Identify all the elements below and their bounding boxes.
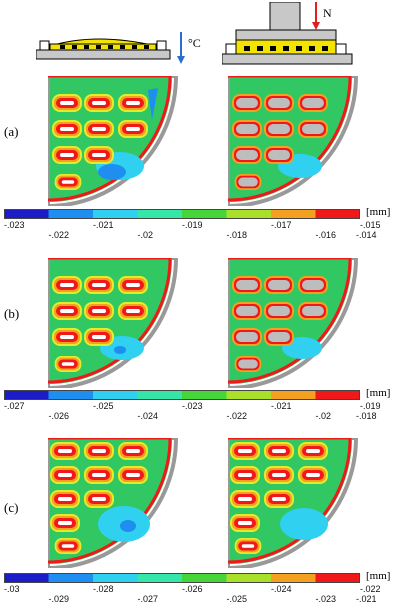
colorbar-a-ticks: -.023 -.021 -.019 -.017 -.015 -.022 -.02 -.018 -… — [0, 220, 412, 246]
colorbar-tick-label: -.027 — [137, 594, 159, 604]
colorbar-segment — [4, 209, 49, 219]
colorbar-b-ticks: -.027 -.025 -.023 -.021 -.019 -.026 -.024 -.022… — [0, 401, 412, 427]
colorbar-segment — [93, 390, 138, 400]
colorbar-segment — [48, 209, 94, 219]
colorbar-segment — [93, 573, 138, 583]
temperature-label: °C — [188, 36, 201, 50]
colorbar-tick-label: -.018 — [226, 230, 248, 240]
load-arrow-icon — [312, 2, 320, 30]
colorbar-segment — [4, 573, 49, 583]
colorbar-tick-label: -.024 — [271, 584, 292, 594]
colorbar-b-unit: [mm] — [366, 387, 391, 399]
colorbar-tick-label: -.017 — [271, 220, 292, 230]
colorbar-segment — [226, 573, 272, 583]
colorbar-tick-label: -.02 — [137, 230, 154, 240]
colorbar-segment — [93, 209, 138, 219]
panel-label-a: (a) — [4, 124, 19, 139]
colorbar-tick-label: -.023 — [182, 401, 203, 411]
colorbar-segment — [226, 209, 272, 219]
colorbar-segment — [182, 573, 227, 583]
colorbar-segment — [137, 209, 183, 219]
colorbar-tick-label: -.016 — [315, 230, 337, 240]
colorbar-tick-label: -.021 — [93, 220, 114, 230]
contour-plot-c-thermal — [48, 438, 179, 568]
colorbar-tick-label: -.029 — [48, 594, 70, 604]
colorbar-segment — [182, 390, 227, 400]
colorbar-tick-label: -.022 — [48, 230, 70, 240]
colorbar-tick-label: -.022 — [226, 411, 248, 421]
colorbar-b — [4, 390, 360, 400]
colorbar-tick-label: -.019 — [182, 220, 203, 230]
colorbar-tick-label: -.02 — [315, 411, 332, 421]
cooling-arrow-icon — [177, 32, 185, 64]
contour-plot-c-mechanical — [228, 438, 359, 568]
contour-plot-a-thermal — [48, 76, 179, 206]
colorbar-tick-label: -.027 — [4, 401, 25, 411]
colorbar-segment — [315, 390, 360, 400]
colorbar-segment — [137, 573, 183, 583]
colorbar-tick-label: -.023 — [315, 594, 337, 604]
colorbar-segment — [48, 573, 94, 583]
colorbar-segment — [48, 390, 94, 400]
colorbar-tick-label: -.018 — [356, 411, 377, 421]
contour-plot-b-mechanical — [228, 258, 359, 388]
colorbar-tick-label: -.026 — [48, 411, 70, 421]
colorbar-segment — [4, 390, 49, 400]
colorbar-tick-label: -.026 — [182, 584, 203, 594]
colorbar-c-unit: [mm] — [366, 570, 391, 582]
colorbar-tick-label: -.022 — [360, 584, 381, 594]
colorbar-segment — [182, 209, 227, 219]
colorbar-tick-label: -.015 — [360, 220, 381, 230]
colorbar-tick-label: -.03 — [4, 584, 20, 594]
panel-label-c: (c) — [4, 500, 19, 515]
colorbar-segment — [271, 390, 316, 400]
colorbar-segment — [315, 573, 360, 583]
colorbar-tick-label: -.014 — [356, 230, 377, 240]
colorbar-a-unit: [mm] — [366, 206, 391, 218]
thermal-load-illustration — [36, 38, 171, 60]
colorbar-tick-label: -.025 — [93, 401, 114, 411]
contour-plot-a-mechanical — [228, 76, 359, 206]
colorbar-segment — [226, 390, 272, 400]
colorbar-segment — [315, 209, 360, 219]
contour-plot-b-thermal — [48, 258, 179, 388]
colorbar-tick-label: -.028 — [93, 584, 114, 594]
colorbar-tick-label: -.019 — [360, 401, 381, 411]
colorbar-tick-label: -.021 — [356, 594, 377, 604]
mechanical-load-illustration — [222, 2, 353, 65]
colorbar-a — [4, 209, 360, 219]
colorbar-c-ticks: -.03 -.028 -.026 -.024 -.022 -.029 -.027 -.025 -… — [0, 584, 412, 604]
colorbar-c — [4, 573, 360, 583]
force-label: N — [323, 6, 332, 20]
colorbar-segment — [271, 573, 316, 583]
colorbar-segment — [271, 209, 316, 219]
colorbar-tick-label: -.025 — [226, 594, 248, 604]
colorbar-tick-label: -.024 — [137, 411, 159, 421]
colorbar-segment — [137, 390, 183, 400]
panel-label-b: (b) — [4, 306, 20, 321]
colorbar-tick-label: -.021 — [271, 401, 292, 411]
colorbar-tick-label: -.023 — [4, 220, 25, 230]
